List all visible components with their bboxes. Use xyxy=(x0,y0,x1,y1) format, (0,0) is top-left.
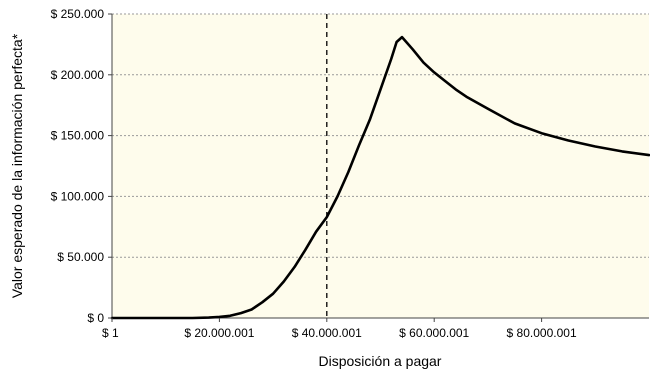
y-tick-label-4: $ 200.000 xyxy=(51,68,105,82)
y-tick-label-3: $ 150.000 xyxy=(51,129,105,143)
y-tick-label-2: $ 100.000 xyxy=(51,189,105,203)
x-tick-label-1: $ 20.000.001 xyxy=(184,326,254,340)
series-group xyxy=(110,35,650,320)
x-tick-label-4: $ 80.000.001 xyxy=(507,326,577,340)
x-tick-label-0: $ 1 xyxy=(102,326,119,340)
y-tick-label-5: $ 250.000 xyxy=(51,7,105,21)
x-axis-title: Disposición a pagar xyxy=(319,353,442,369)
x-tick-labels: $ 1 $ 20.000.001 $ 40.000.001 $ 60.000.001 $… xyxy=(102,318,577,340)
y-axis-title: Valor esperado de la información perfect… xyxy=(9,33,25,298)
x-tick-label-3: $ 60.000.001 xyxy=(399,326,469,340)
y-tick-label-1: $ 50.000 xyxy=(57,250,104,264)
x-tick-label-2: $ 40.000.001 xyxy=(292,326,362,340)
plot-area xyxy=(112,14,649,318)
y-tick-label-0: $ 0 xyxy=(87,311,104,325)
series-line-0 xyxy=(110,35,650,320)
y-tick-labels: $ 0 $ 50.000 $ 100.000 $ 150.000 $ 200.000 $ … xyxy=(51,7,112,325)
